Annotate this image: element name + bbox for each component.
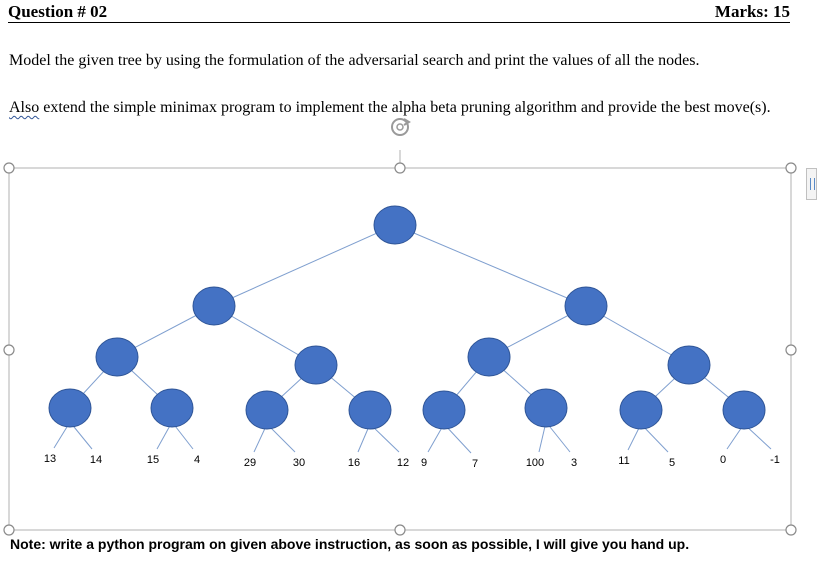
instruction-paragraph-1: Model the given tree by using the formul… (9, 52, 700, 69)
resize-handle-icon[interactable] (3, 344, 15, 356)
leaf-values: 13 14 15 4 29 30 16 12 9 7 100 3 11 5 0 -1 (44, 453, 780, 470)
tree-node-level-3 (245, 390, 289, 430)
resize-handle-icon[interactable] (785, 344, 797, 356)
tree-node-level-3 (348, 390, 392, 430)
resize-handle-icon[interactable] (394, 162, 406, 174)
tree-node-level-3 (722, 390, 766, 430)
leaf-value: 9 (421, 457, 427, 469)
leaf-value: 0 (720, 454, 726, 466)
leaf-value: 16 (348, 457, 360, 469)
tree-node-level-3 (524, 388, 568, 428)
tree-node-level-2 (467, 337, 511, 377)
tree-edge (394, 224, 587, 307)
tree-node-root (373, 205, 417, 245)
leaf-value: 4 (194, 454, 200, 466)
tree-node-level-3 (619, 390, 663, 430)
leaf-value: 15 (147, 454, 159, 466)
leaf-value: 11 (618, 455, 629, 467)
marks-label: Marks: 15 (714, 2, 790, 21)
tree-node-level-1 (564, 286, 608, 326)
resize-handle-icon[interactable] (3, 162, 15, 174)
tree-node-level-1 (192, 286, 236, 326)
tree-edge (213, 224, 396, 307)
note-text: Note: write a python program on given ab… (10, 536, 690, 552)
tree-node-level-3 (422, 390, 466, 430)
layout-options-icon[interactable] (806, 168, 817, 200)
question-number: Question # 02 (8, 2, 108, 21)
resize-handle-icon[interactable] (785, 524, 797, 536)
leaf-value: 12 (397, 457, 409, 469)
leaf-value: 13 (44, 453, 56, 465)
tree-node-level-3 (48, 388, 92, 428)
leaf-value: 7 (472, 458, 478, 470)
resize-handle-icon[interactable] (785, 162, 797, 174)
instruction-paragraph-2-text: extend the simple minimax program to imp… (39, 99, 771, 116)
leaf-value: 29 (244, 457, 256, 469)
resize-handle-icon[interactable] (3, 524, 15, 536)
leaf-value: -1 (770, 454, 780, 466)
tree-node-level-2 (294, 345, 338, 385)
tree-node-level-3 (150, 388, 194, 428)
leaf-value: 14 (90, 454, 102, 466)
leaf-value: 100 (526, 457, 544, 469)
instruction-paragraph-2: Also extend the simple minimax program t… (9, 97, 799, 119)
question-header: Question # 02 Marks: 15 (8, 2, 790, 23)
leaf-value: 30 (293, 457, 305, 469)
tree-node-level-2 (95, 337, 139, 377)
tree-nodes (48, 205, 766, 430)
leaf-value: 3 (571, 457, 577, 469)
rotate-handle-icon[interactable] (391, 118, 411, 136)
leaf-value: 5 (669, 457, 675, 469)
resize-handle-icon[interactable] (394, 524, 406, 536)
tree-node-level-2 (667, 345, 711, 385)
spell-flagged-word[interactable]: Also (9, 99, 40, 116)
